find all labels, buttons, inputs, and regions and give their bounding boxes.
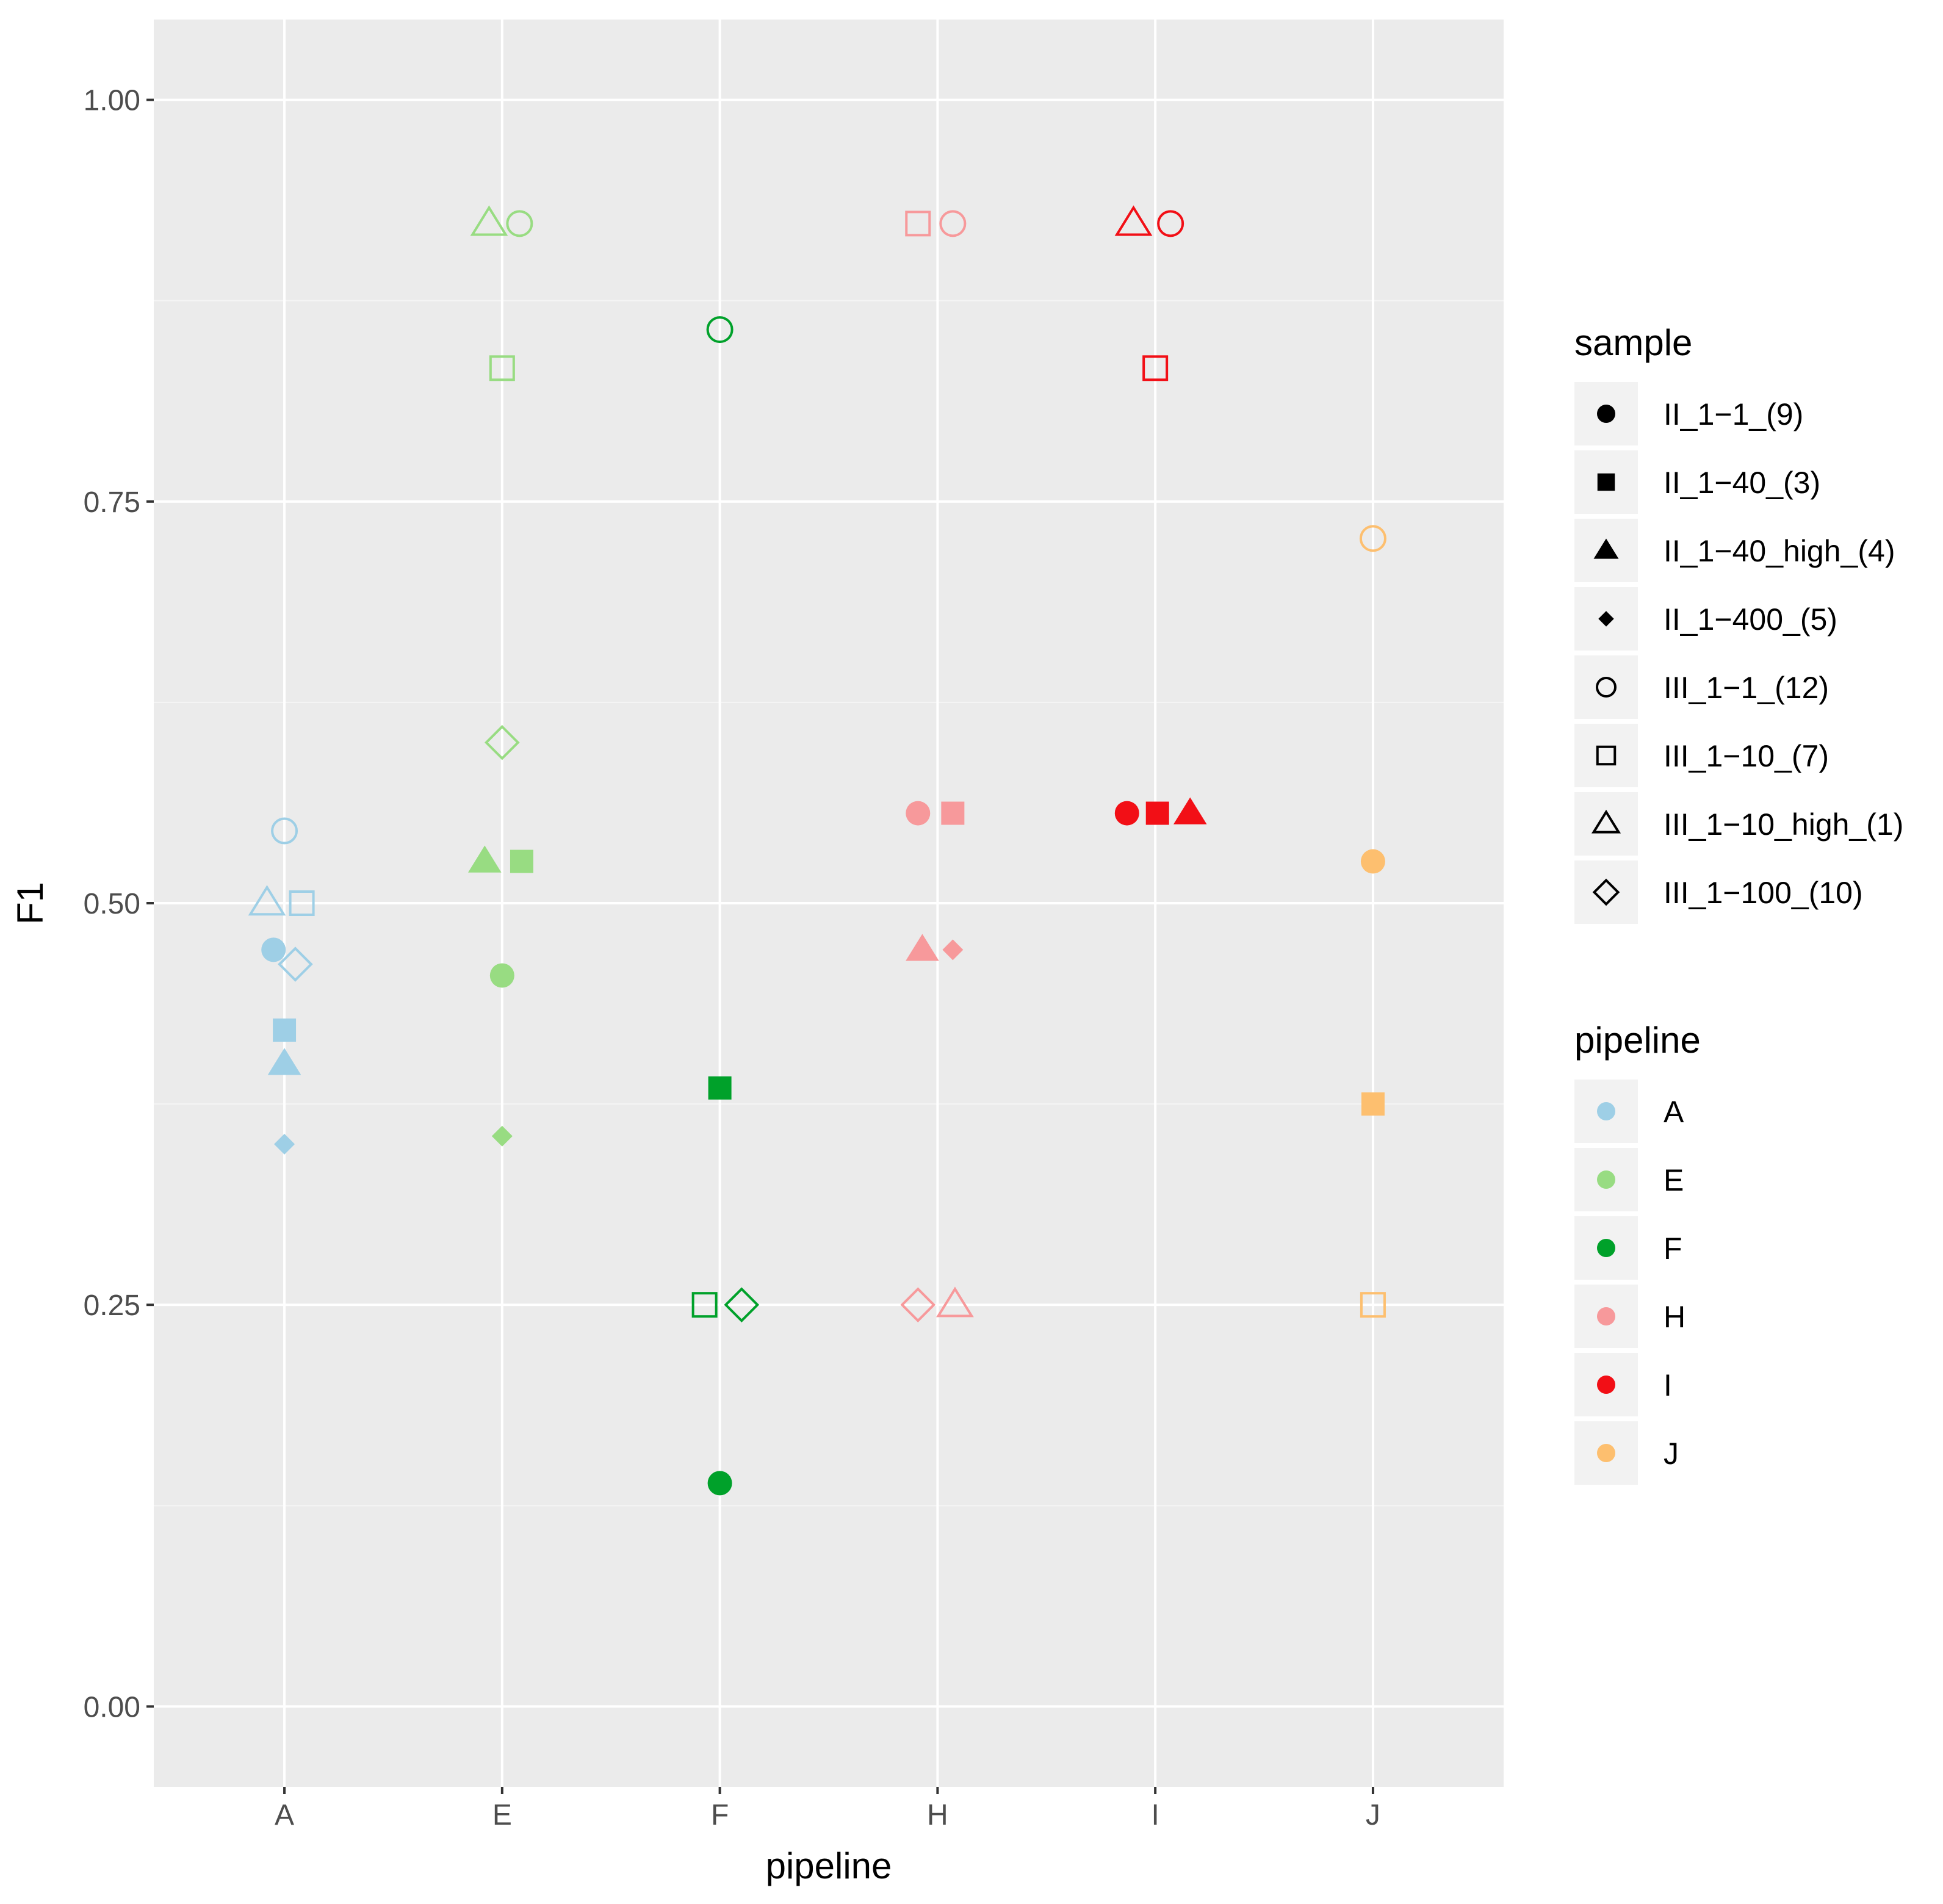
data-point xyxy=(271,817,298,845)
legend-shape-icon xyxy=(1596,745,1617,766)
legend-shape-icon xyxy=(1598,611,1614,627)
legend-label: F xyxy=(1664,1231,1682,1266)
x-axis-title: pipeline xyxy=(766,1845,892,1886)
data-point xyxy=(1359,525,1386,552)
data-point xyxy=(289,890,315,916)
legend-label: J xyxy=(1664,1437,1679,1471)
legend-shape-icon xyxy=(1596,677,1617,698)
y-tick-label: 0.25 xyxy=(84,1289,140,1322)
y-axis-title: F1 xyxy=(10,882,51,925)
axis-ticks: 0.00 0.25 0.50 0.75 1.00 A E F H I J xyxy=(84,85,1380,1831)
legend-label: III_1−1_(12) xyxy=(1664,671,1829,705)
data-point xyxy=(1145,801,1169,825)
legend-shape-icon xyxy=(1591,809,1621,834)
data-point xyxy=(941,801,965,825)
data-point xyxy=(691,1292,718,1318)
x-tick-label: F xyxy=(711,1799,729,1831)
series-I xyxy=(1114,205,1207,826)
data-point xyxy=(1142,355,1169,381)
data-point xyxy=(248,885,286,916)
data-point xyxy=(942,939,964,961)
legend-label: III_1−100_(10) xyxy=(1664,876,1863,910)
legend-shape-icon xyxy=(1597,405,1615,423)
data-point xyxy=(939,210,967,237)
data-point xyxy=(708,1076,732,1100)
data-point xyxy=(905,211,931,237)
legend-shape-icon xyxy=(1597,473,1615,491)
series-F xyxy=(691,316,760,1496)
legend-key-background xyxy=(1574,724,1638,787)
series-A xyxy=(248,817,315,1155)
data-point xyxy=(1173,797,1207,824)
data-point xyxy=(1361,1092,1385,1116)
data-point xyxy=(1360,849,1385,874)
data-point xyxy=(278,947,313,982)
legend-shape-icon xyxy=(1593,538,1619,559)
legend-label: II_1−40_(3) xyxy=(1664,466,1820,500)
series-J xyxy=(1359,525,1386,1318)
legend-title: sample xyxy=(1574,322,1692,363)
y-tick-label: 0.75 xyxy=(84,486,140,519)
legend-label: II_1−1_(9) xyxy=(1664,397,1803,431)
data-point xyxy=(1114,801,1139,826)
series-E xyxy=(467,205,533,1147)
data-point xyxy=(489,963,514,988)
legend-label: II_1−40_high_(4) xyxy=(1664,534,1895,568)
data-point xyxy=(489,355,515,381)
data-point xyxy=(267,1048,301,1075)
y-tick-label: 1.00 xyxy=(84,85,140,117)
data-point xyxy=(470,205,508,236)
legend-color-icon xyxy=(1597,1170,1615,1189)
data-point xyxy=(506,210,533,237)
series-H xyxy=(900,210,974,1323)
data-point xyxy=(485,724,520,760)
data-point xyxy=(906,934,939,961)
legend-color-icon xyxy=(1597,1239,1615,1257)
data-point xyxy=(900,1287,936,1323)
legend-label: A xyxy=(1664,1095,1684,1129)
data-point xyxy=(936,1286,974,1318)
legend-key-background xyxy=(1574,792,1638,856)
x-tick-label: A xyxy=(275,1799,294,1831)
legend-color-icon xyxy=(1597,1102,1615,1120)
x-tick-label: E xyxy=(492,1799,512,1831)
x-tick-label: H xyxy=(927,1799,948,1831)
data-point xyxy=(707,1471,732,1496)
y-tick-label: 0.00 xyxy=(84,1691,140,1723)
data-points xyxy=(248,205,1386,1496)
data-point xyxy=(906,801,931,826)
legend-label: III_1−10_(7) xyxy=(1664,739,1829,773)
data-point xyxy=(467,845,502,873)
legend-sample: sample II_1−1_(9) II_1−40_(3) II_1−40_high_… xyxy=(1574,322,1903,924)
legend-key-background xyxy=(1574,655,1638,719)
legend-label: E xyxy=(1664,1163,1684,1197)
legend-key-background xyxy=(1574,860,1638,924)
data-point xyxy=(1360,1292,1386,1318)
legend-color-icon xyxy=(1597,1376,1615,1394)
data-point xyxy=(274,1133,295,1155)
legend-shape-icon xyxy=(1592,878,1620,906)
data-point xyxy=(1157,210,1184,237)
x-tick-label: I xyxy=(1151,1799,1159,1831)
data-point xyxy=(706,316,734,344)
data-point xyxy=(273,1018,297,1042)
legend-color-icon xyxy=(1597,1307,1615,1325)
y-tick-label: 0.50 xyxy=(84,888,140,920)
legend-label: I xyxy=(1664,1368,1672,1402)
grid-lines xyxy=(154,20,1504,1787)
data-point xyxy=(1114,205,1153,236)
legend-label: II_1−400_(5) xyxy=(1664,602,1837,636)
data-point xyxy=(261,937,286,962)
legend-color-icon xyxy=(1597,1444,1615,1462)
x-tick-label: J xyxy=(1366,1799,1380,1831)
data-point xyxy=(510,849,533,873)
legend-label: H xyxy=(1664,1300,1685,1334)
legend-title: pipeline xyxy=(1574,1020,1701,1061)
data-point xyxy=(724,1287,760,1323)
legend-label: III_1−10_high_(1) xyxy=(1664,807,1903,842)
data-point xyxy=(491,1125,513,1147)
